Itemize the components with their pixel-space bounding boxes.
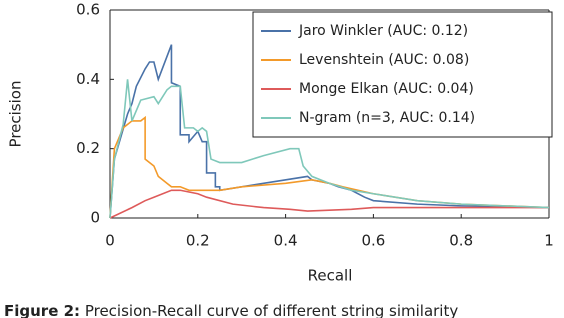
caption-label: Figure 2: <box>4 302 80 318</box>
caption-text: Precision-Recall curve of different stri… <box>85 302 459 318</box>
legend-label: N-gram (n=3, AUC: 0.14) <box>299 110 475 126</box>
y-tick-label: 0 <box>90 209 100 227</box>
y-tick-label: 0.6 <box>76 1 100 19</box>
series-line <box>109 79 550 219</box>
legend-label: Jaro Winkler (AUC: 0.12) <box>298 23 468 39</box>
x-tick-label: 1 <box>544 232 554 250</box>
y-tick-label: 0.2 <box>76 139 100 157</box>
x-tick-label: 0.4 <box>274 232 298 250</box>
caption: Figure 2: Precision-Recall curve of diff… <box>4 302 458 318</box>
x-tick-label: 0 <box>105 232 115 250</box>
series-line <box>109 189 549 219</box>
x-tick-label: 0.2 <box>186 232 210 250</box>
x-tick-label: 0.6 <box>361 232 385 250</box>
legend-label: Levenshtein (AUC: 0.08) <box>299 52 469 68</box>
y-tick-label: 0.4 <box>76 70 100 88</box>
legend-box <box>252 11 553 138</box>
legend-label: Monge Elkan (AUC: 0.04) <box>299 81 474 97</box>
x-axis-label: Recall <box>308 267 353 285</box>
series-line <box>109 115 550 219</box>
y-axis-label: Precision <box>7 81 25 148</box>
legend: Jaro Winkler (AUC: 0.12) Levenshtein (AUC… <box>252 11 553 138</box>
x-tick-label: 0.8 <box>449 232 473 250</box>
